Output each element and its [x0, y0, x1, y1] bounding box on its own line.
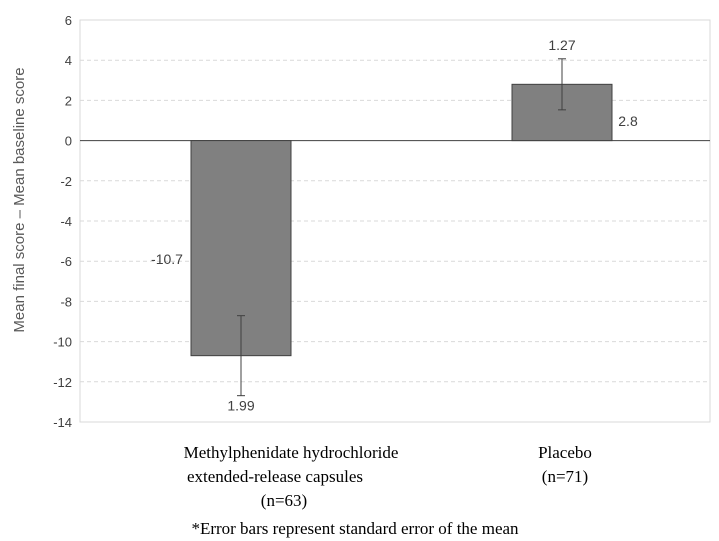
y-tick-label: -12	[53, 375, 72, 390]
value-label: 2.8	[618, 113, 638, 129]
bars: -10.7 1.99 2.8 1.27	[151, 37, 638, 414]
category-label: Placebo	[538, 443, 592, 462]
category-label: Methylphenidate hydrochloride	[184, 443, 399, 462]
y-tick-label: -2	[60, 174, 72, 189]
y-tick-label: -14	[53, 415, 72, 430]
y-axis-title: Mean final score – Mean baseline score	[11, 67, 28, 332]
category-label: (n=63)	[261, 491, 307, 510]
y-tick-label: 6	[65, 13, 72, 28]
error-label: 1.27	[548, 37, 575, 53]
y-tick-label: -6	[60, 254, 72, 269]
y-tick-label: -8	[60, 294, 72, 309]
footnote: *Error bars represent standard error of …	[191, 519, 519, 538]
y-tick-label: -4	[60, 214, 72, 229]
value-label: -10.7	[151, 251, 183, 267]
y-tick-label: 4	[65, 53, 72, 68]
y-tick-label: 2	[65, 93, 72, 108]
y-axis-ticks: 6 4 2 0 -2 -4 -6 -8 -10 -12 -14	[53, 13, 72, 430]
category-labels: Methylphenidate hydrochloride extended-re…	[184, 443, 592, 510]
category-label: extended-release capsules	[187, 467, 363, 486]
y-tick-label: -10	[53, 335, 72, 350]
y-tick-label: 0	[65, 134, 72, 149]
category-label: (n=71)	[542, 467, 588, 486]
error-label: 1.99	[227, 398, 254, 414]
